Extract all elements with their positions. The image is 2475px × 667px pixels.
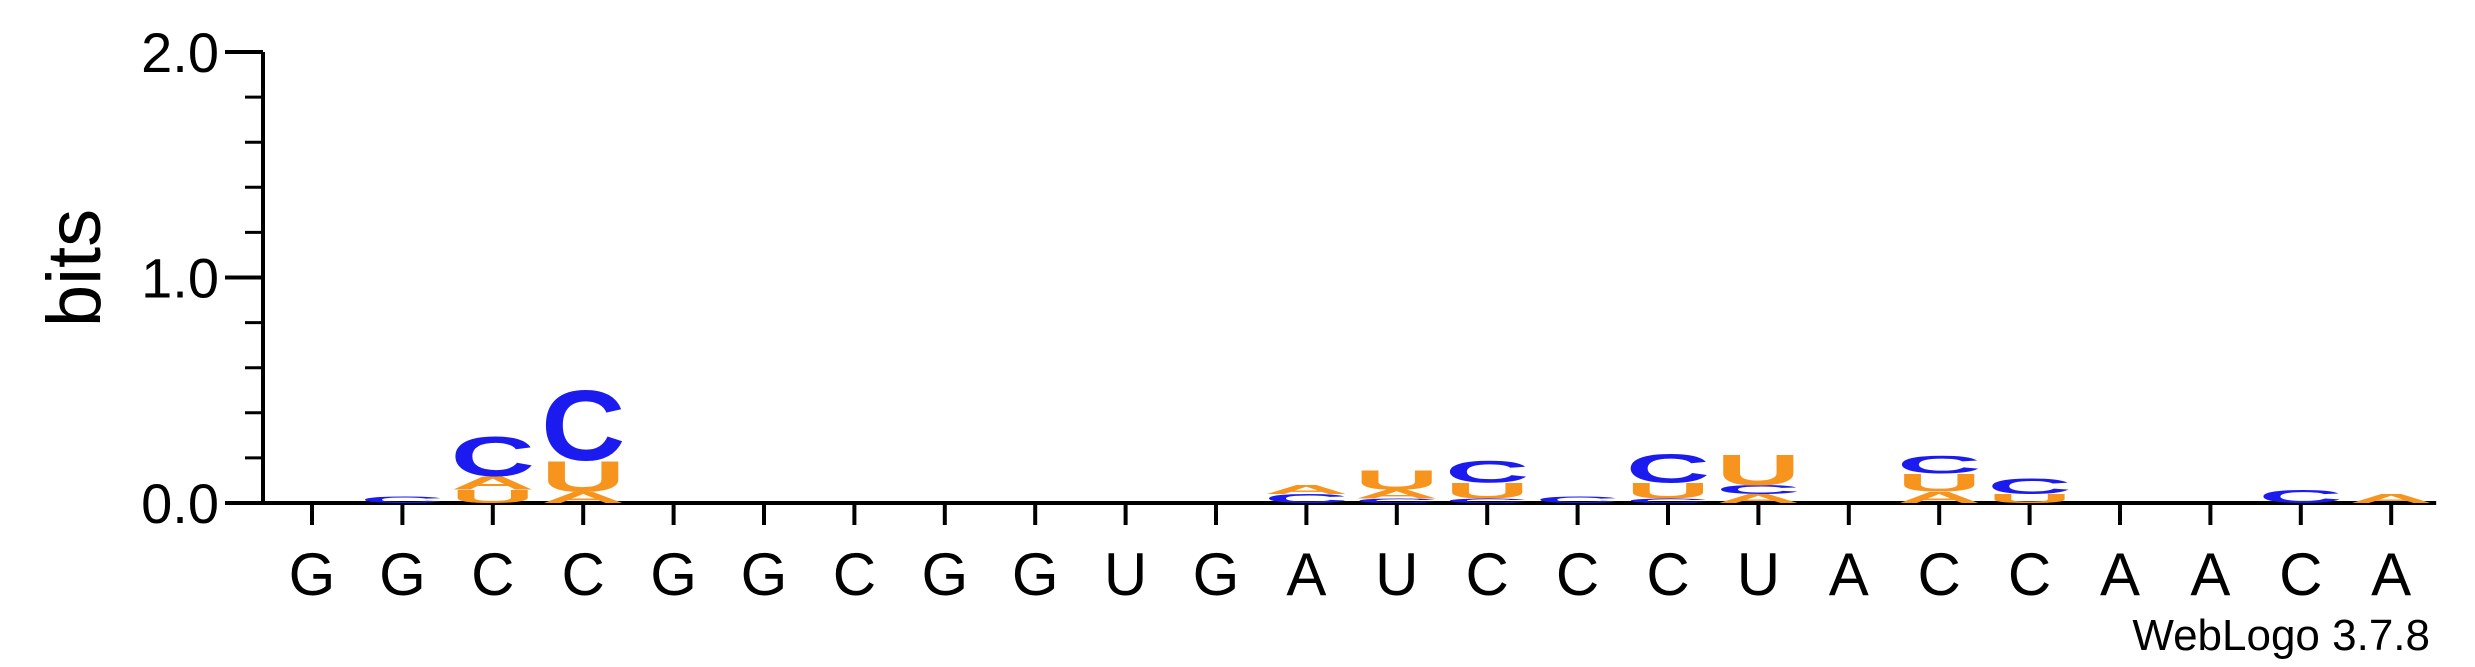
x-tick-label: A <box>1286 541 1326 608</box>
x-tick-label: C <box>471 541 514 608</box>
x-tick-label: C <box>562 541 605 608</box>
logo-letter-C: C <box>1716 483 1800 497</box>
logo-letter-C: C <box>360 494 444 505</box>
logo-letter-C: C <box>1264 492 1348 506</box>
x-tick-label: G <box>650 541 697 608</box>
logo-letter-C: C <box>1897 451 1981 479</box>
y-axis: 0.0 1.0 2.0 <box>141 21 265 535</box>
logo-letter-C: C <box>451 425 535 488</box>
logo-letter-A: A <box>1716 492 1800 506</box>
logo-letter-C: C <box>541 371 625 483</box>
x-tick-label: A <box>2100 541 2140 608</box>
logo-letter-C: C <box>1535 494 1619 505</box>
weblogo-version-label: WebLogo 3.7.8 <box>2132 611 2430 660</box>
x-tick-label: U <box>1104 541 1147 608</box>
x-tick-label: U <box>1375 541 1418 608</box>
logo-letter-A: A <box>451 472 535 493</box>
x-tick-label: C <box>1918 541 1961 608</box>
logo-letter-C: C <box>1626 497 1710 504</box>
x-tick-label: A <box>2190 541 2230 608</box>
x-tick-label: U <box>1737 541 1780 608</box>
logo-letter-U: U <box>1716 445 1800 494</box>
logo-letter-U: U <box>1445 479 1529 504</box>
x-tick-label: G <box>921 541 968 608</box>
x-tick-label: C <box>1466 541 1509 608</box>
logo-letter-A: A <box>2349 492 2433 506</box>
x-tick-label: C <box>1646 541 1689 608</box>
x-tick-label: G <box>379 541 426 608</box>
logo-letter-U: U <box>451 486 535 507</box>
x-tick-label: A <box>1829 541 1869 608</box>
y-tick-label: 0.0 <box>141 472 219 535</box>
x-tick-label: G <box>1193 541 1240 608</box>
logo-letter-C: C <box>2259 486 2343 507</box>
logo-letter-A: A <box>1897 489 1981 506</box>
logo-letter-U: U <box>1897 469 1981 497</box>
logo-letter-A: A <box>541 489 625 506</box>
logo-letter-C: C <box>1445 455 1529 490</box>
y-tick-label: 1.0 <box>141 247 219 310</box>
y-axis-label: bits <box>32 209 117 327</box>
x-tick-label: G <box>741 541 788 608</box>
logo-letter-A: A <box>1264 483 1348 497</box>
y-tick-label: 2.0 <box>141 21 219 84</box>
logo-letter-A: A <box>1355 487 1439 501</box>
logo-letter-C: C <box>1355 497 1439 504</box>
x-tick-label: C <box>2008 541 2051 608</box>
x-tick-label: C <box>2279 541 2322 608</box>
x-tick-label: C <box>1556 541 1599 608</box>
logo-letter-C: C <box>1987 474 2071 499</box>
logo-letter-U: U <box>1626 479 1710 504</box>
x-tick-label: C <box>833 541 876 608</box>
x-tick-label: G <box>289 541 336 608</box>
logo-letter-C: C <box>1445 497 1529 504</box>
logo-letter-U: U <box>541 452 625 501</box>
logo-letter-U: U <box>1355 464 1439 496</box>
x-tick-label: A <box>2371 541 2411 608</box>
logo-letter-C: C <box>1626 446 1710 492</box>
x-tick-label: G <box>1012 541 1059 608</box>
logo-letter-U: U <box>1987 492 2071 506</box>
